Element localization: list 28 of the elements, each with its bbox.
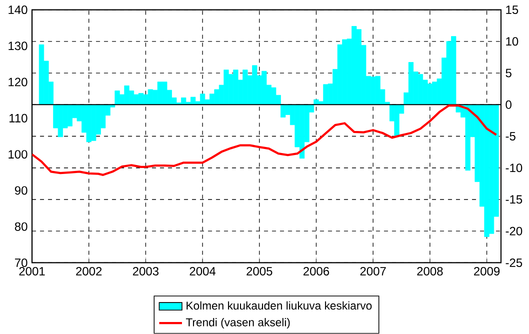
y2-tick-label: -15: [506, 195, 522, 204]
y2-tick-label: 5: [506, 68, 512, 78]
y2-tick-label: 10: [506, 37, 518, 46]
x-tick-label: 2005: [246, 267, 272, 276]
y-tick-label: 80: [14, 222, 28, 231]
y2-tick-label: -20: [506, 226, 522, 236]
x-tick-label: 2007: [360, 267, 386, 276]
x-tick-label: 2006: [304, 267, 330, 276]
legend-label: Kolmen kuukauden liukuva keskiarvo: [186, 301, 372, 310]
x-tick-label: 2008: [417, 267, 443, 276]
y2-tick-label: -10: [506, 164, 522, 172]
y2-tick-label: -5: [506, 132, 516, 141]
y-tick-label: 130: [8, 42, 28, 50]
y-tick-label: 110: [10, 114, 28, 123]
x-tick-label: 2004: [190, 267, 216, 276]
y-tick-label: 70: [15, 258, 28, 268]
y2-tick-label: 0: [506, 100, 512, 110]
x-tick-label: 2002: [76, 267, 102, 276]
y-tick-label: 100: [8, 150, 28, 159]
y2-tick-label: -25: [506, 258, 522, 268]
x-tick-label: 2003: [132, 267, 159, 276]
x-tick-label: 2009: [474, 267, 500, 276]
y2-tick-label: 15: [506, 6, 518, 14]
y-tick-label: 90: [14, 186, 28, 195]
legend-label: Trendi (vasen akseli): [186, 318, 290, 329]
x-tick-label: 2001: [19, 267, 45, 276]
y-tick-label: 140: [8, 6, 28, 14]
y-tick-label: 120: [8, 78, 28, 86]
